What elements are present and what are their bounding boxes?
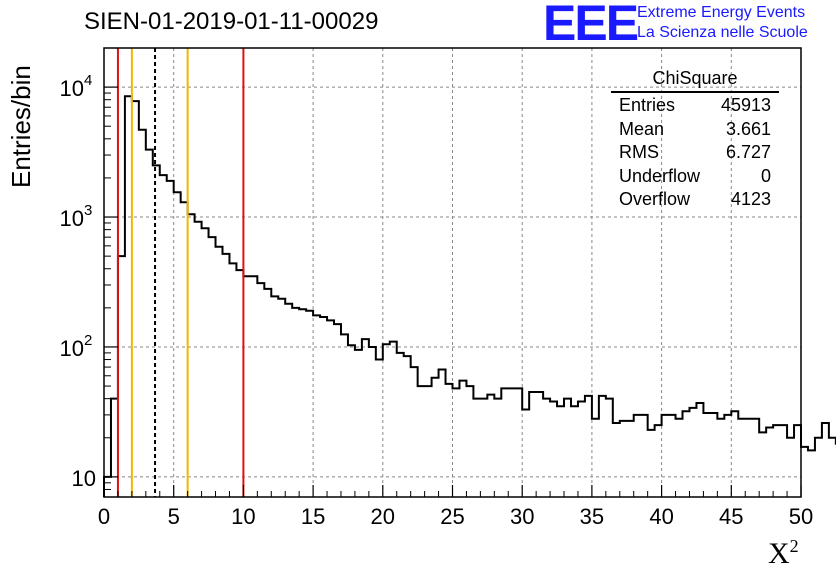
logo-line-1: Extreme Energy Events bbox=[637, 4, 806, 21]
stats-row: Underflow 0 bbox=[611, 165, 779, 189]
eee-logo: EEE bbox=[543, 0, 639, 51]
logo-line-2: La Scienza nelle Scuole bbox=[637, 24, 808, 41]
y-tick-label: 10 bbox=[60, 336, 84, 361]
stats-box: ChiSquare Entries 45913 Mean 3.661 RMS 6.72… bbox=[611, 68, 779, 212]
x-tick-label: 30 bbox=[510, 504, 534, 529]
stats-value: 45913 bbox=[720, 95, 771, 115]
stats-value: 3.661 bbox=[725, 118, 771, 139]
stats-row: Overflow 4123 bbox=[611, 188, 779, 212]
stats-row: Entries 45913 bbox=[611, 94, 779, 118]
stats-label: Overflow bbox=[619, 189, 691, 209]
x-tick-label: 40 bbox=[649, 504, 673, 529]
stats-title: ChiSquare bbox=[611, 68, 779, 93]
x-tick-label: 5 bbox=[168, 504, 180, 529]
stats-value: 4123 bbox=[730, 189, 771, 209]
stats-row: RMS 6.727 bbox=[611, 141, 779, 165]
y-axis-label: Entries/bin bbox=[6, 65, 36, 188]
stats-value: 0 bbox=[760, 165, 771, 186]
stats-label: RMS bbox=[619, 142, 659, 162]
x-tick-label: 15 bbox=[301, 504, 325, 529]
stats-row: Mean 3.661 bbox=[611, 118, 779, 142]
x-axis-label: Χ2 bbox=[768, 536, 799, 570]
stats-value: 6.727 bbox=[725, 142, 771, 162]
x-tick-label: 10 bbox=[231, 504, 255, 529]
y-tick-label: 10 bbox=[60, 76, 84, 101]
x-tick-label: 45 bbox=[719, 504, 743, 529]
y-tick-exponent: 4 bbox=[84, 72, 92, 89]
x-tick-label: 20 bbox=[371, 504, 395, 529]
run-title: SIEN-01-2019-01-11-00029 bbox=[84, 8, 379, 35]
stats-label: Underflow bbox=[619, 165, 701, 186]
y-tick-label: 10 bbox=[72, 466, 96, 491]
x-tick-label: 50 bbox=[789, 504, 813, 529]
stats-label: Mean bbox=[619, 118, 665, 139]
histogram-series bbox=[103, 95, 836, 497]
x-tick-label: 25 bbox=[440, 504, 464, 529]
x-tick-label: 35 bbox=[580, 504, 604, 529]
y-tick-exponent: 3 bbox=[84, 202, 92, 219]
y-tick-label: 10 bbox=[60, 206, 84, 231]
y-tick-exponent: 2 bbox=[84, 332, 92, 349]
x-tick-label: 0 bbox=[98, 504, 110, 529]
stats-label: Entries bbox=[619, 95, 676, 115]
